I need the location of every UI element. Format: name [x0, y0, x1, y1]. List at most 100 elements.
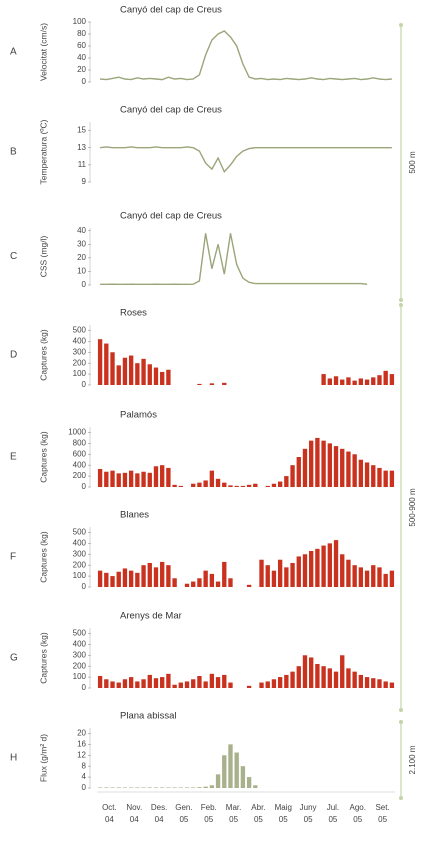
y-tick-label: 500 — [73, 326, 87, 335]
y-tick-label: 200 — [73, 661, 87, 670]
depth-dot — [399, 796, 403, 800]
panel-title: Roses — [120, 308, 147, 319]
panel-title: Palamós — [120, 410, 157, 421]
bar — [116, 682, 121, 688]
bar — [340, 379, 345, 385]
bar — [265, 565, 270, 587]
bar — [116, 473, 121, 487]
bar — [215, 581, 221, 587]
bar — [197, 787, 202, 788]
bar — [166, 369, 171, 385]
bar — [296, 556, 301, 587]
bar — [302, 554, 308, 587]
y-tick-label: 400 — [73, 460, 87, 469]
bar — [228, 485, 233, 487]
bar — [346, 377, 351, 385]
y-tick-label: 100 — [73, 17, 87, 26]
bar — [333, 540, 339, 587]
y-tick-label: 500 — [73, 629, 87, 638]
y-tick-label: 60 — [77, 41, 86, 50]
depth-dot — [399, 298, 403, 302]
bar — [327, 443, 332, 487]
bar — [153, 466, 159, 487]
bar — [333, 446, 339, 487]
bar — [203, 480, 208, 487]
bar — [153, 787, 159, 788]
bar — [104, 787, 109, 788]
bar — [346, 451, 351, 487]
bar — [141, 471, 146, 487]
series-line — [100, 233, 368, 285]
x-year-label: 05 — [204, 815, 213, 824]
y-axis-label: Captures (kg) — [38, 531, 48, 583]
panel-title: Canyó del cap de Creus — [120, 211, 222, 222]
bar — [128, 787, 134, 788]
bar — [327, 543, 332, 587]
y-tick-label: 20 — [77, 729, 86, 738]
bar — [135, 473, 140, 487]
bar — [277, 559, 283, 587]
bar — [340, 655, 345, 688]
bar — [128, 470, 134, 487]
y-tick-label: 300 — [73, 549, 87, 558]
bar — [116, 571, 121, 587]
bar — [110, 352, 115, 385]
bar — [166, 787, 171, 788]
y-tick-label: 800 — [73, 438, 87, 447]
panel-letter: B — [10, 147, 17, 158]
y-tick-label: 500 — [73, 528, 87, 537]
bar — [135, 363, 140, 385]
bar — [364, 379, 370, 385]
depth-dot — [399, 720, 403, 724]
bar — [172, 684, 177, 688]
bar — [147, 472, 152, 487]
bar — [371, 465, 376, 487]
bar — [246, 584, 252, 587]
bar — [228, 578, 233, 587]
y-tick-label: 0 — [82, 280, 87, 289]
bar — [253, 785, 258, 788]
y-axis-label: Temperatura (ºC) — [38, 119, 48, 184]
bar — [240, 485, 246, 487]
bar — [234, 485, 239, 487]
bar — [352, 380, 357, 385]
bar — [153, 367, 159, 385]
x-month-label: Abr. — [251, 803, 265, 812]
y-tick-label: 12 — [77, 750, 86, 759]
bar — [122, 679, 128, 688]
bar — [178, 485, 183, 487]
bar — [222, 755, 227, 788]
bar — [191, 679, 196, 688]
panel-letter: E — [10, 452, 17, 463]
y-axis-label: Flux (g/m² d) — [38, 734, 48, 782]
bar — [246, 685, 252, 688]
bar — [271, 570, 277, 587]
bar — [290, 465, 295, 487]
bar — [197, 482, 202, 487]
bar — [321, 545, 326, 587]
bar — [302, 448, 308, 487]
bar — [259, 559, 264, 587]
bar — [389, 570, 395, 587]
x-year-label: 04 — [105, 815, 114, 824]
bar — [321, 666, 326, 688]
bar — [160, 677, 165, 688]
y-tick-label: 1000 — [68, 428, 86, 437]
bar — [315, 548, 320, 587]
y-tick-label: 8 — [82, 761, 87, 770]
bar — [240, 766, 246, 788]
bar — [383, 370, 388, 385]
bar — [290, 671, 295, 688]
y-axis-label: CSS (mg/l) — [38, 236, 48, 278]
bar — [222, 561, 227, 587]
bar — [389, 374, 395, 385]
bar — [383, 470, 388, 487]
bar — [153, 567, 159, 587]
bar — [191, 787, 196, 788]
bar — [197, 676, 202, 688]
bar — [191, 581, 196, 587]
bar — [309, 440, 314, 487]
bar — [246, 484, 252, 487]
y-tick-label: 300 — [73, 347, 87, 356]
bar — [110, 681, 115, 688]
